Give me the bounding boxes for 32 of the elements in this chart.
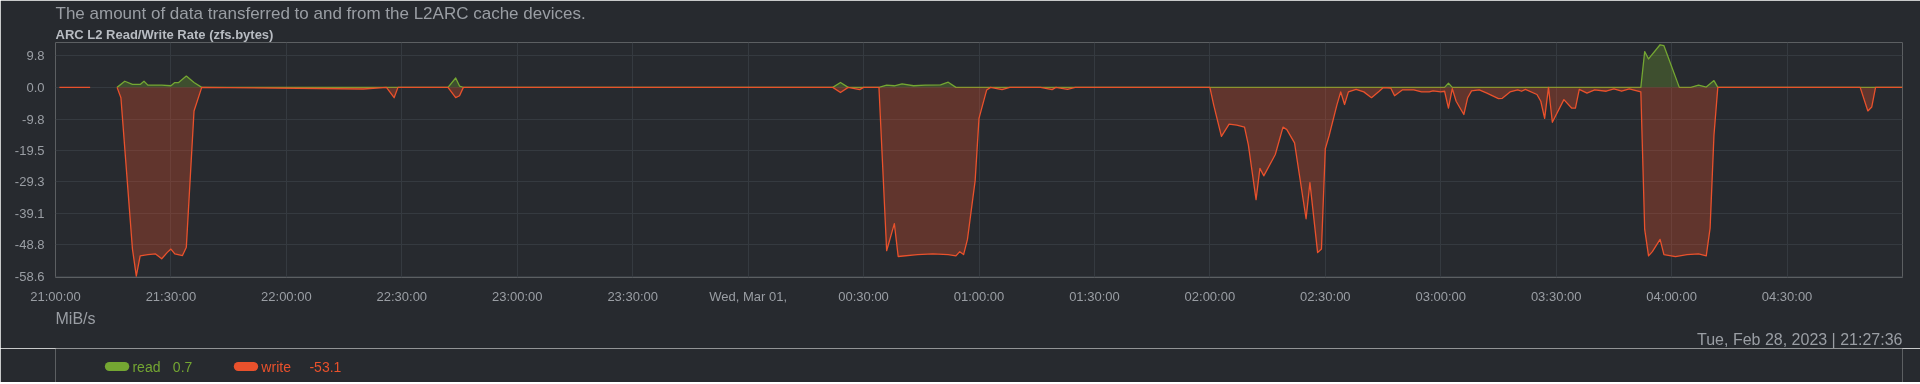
y-tick-label: -58.6 [14, 269, 45, 285]
x-tick-label: Wed, Mar 01, [709, 288, 788, 304]
legend-label: write [260, 358, 292, 375]
x-tick-label: 03:30:00 [1530, 288, 1582, 304]
text: 0.7 [172, 358, 193, 375]
y-tick-label: -9.8 [22, 111, 45, 127]
chart-subtitle: The amount of data transferred to and from the L2ARC cache devices. [55, 3, 586, 23]
x-tick-label: 04:30:00 [1761, 288, 1813, 304]
x-tick-label: 02:30:00 [1300, 288, 1351, 304]
x-tick-label: 04:00:00 [1646, 288, 1697, 304]
text: MiB/s [55, 309, 96, 327]
x-tick-label: 01:30:00 [1069, 288, 1120, 304]
x-tick-label: 22:30:00 [376, 288, 428, 304]
text: Tue, Feb 28, 2023 | 21:27:36 [1697, 330, 1903, 348]
x-tick-label: 01:00:00 [953, 288, 1005, 304]
legend-label: read [132, 358, 161, 375]
chart-title: ARC L2 Read/Write Rate (zfs.bytes) [55, 26, 274, 42]
x-tick-label: 21:30:00 [145, 288, 197, 304]
x-tick-label: 00:30:00 [838, 288, 889, 304]
x-tick-label: 21:00:00 [30, 288, 81, 304]
x-tick-label: 03:00:00 [1415, 288, 1467, 304]
y-tick-label: 9.8 [26, 48, 45, 64]
x-tick-label: 02:00:00 [1184, 288, 1236, 304]
y-tick-label: -39.1 [14, 206, 45, 222]
y-tick-label: -29.3 [14, 174, 45, 190]
y-tick-label: 0.0 [26, 79, 45, 95]
x-tick-label: 22:00:00 [261, 288, 312, 304]
x-tick-label: 23:00:00 [491, 288, 543, 304]
y-tick-label: -19.5 [14, 142, 45, 158]
y-tick-label: -48.8 [14, 237, 45, 253]
text: -53.1 [309, 358, 342, 375]
x-tick-label: 23:30:00 [607, 288, 658, 304]
